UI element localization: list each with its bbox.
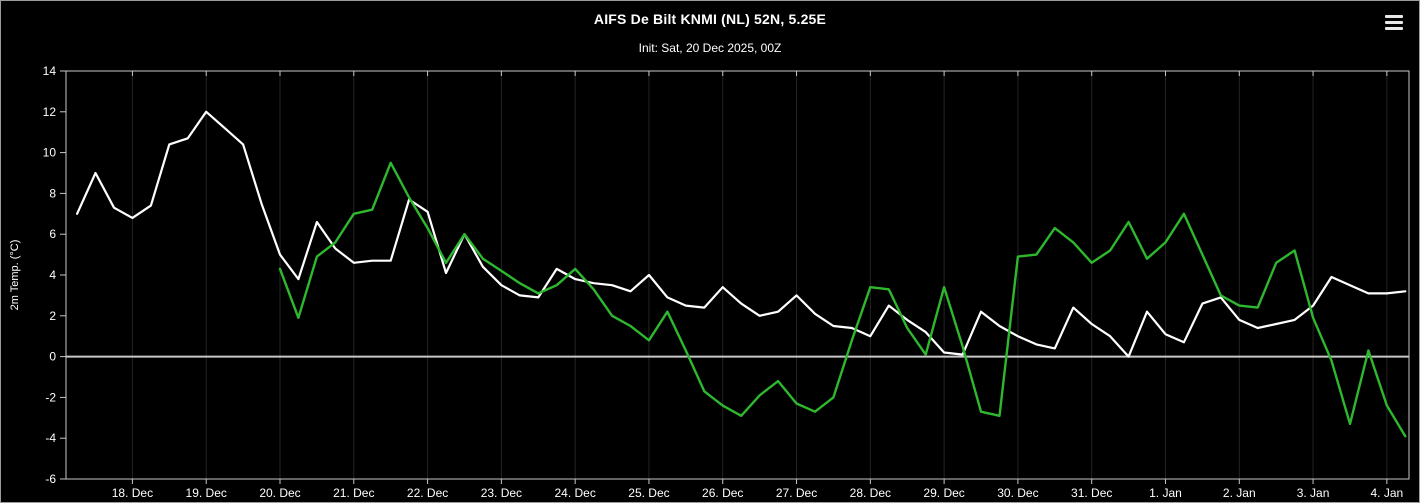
- x-tick-label: 26. Dec: [702, 486, 743, 500]
- chart-subtitle: Init: Sat, 20 Dec 2025, 00Z: [638, 41, 782, 55]
- y-tick-label: 12: [43, 105, 57, 119]
- x-tick-label: 18. Dec: [112, 486, 153, 500]
- x-tick-label: 3. Jan: [1297, 486, 1330, 500]
- y-tick-label: 14: [43, 64, 57, 78]
- x-tick-label: 2. Jan: [1223, 486, 1256, 500]
- x-tick-label: 27. Dec: [776, 486, 817, 500]
- x-tick-label: 28. Dec: [850, 486, 891, 500]
- x-tick-label: 30. Dec: [997, 486, 1038, 500]
- x-tick-label: 19. Dec: [186, 486, 227, 500]
- y-tick-label: -4: [45, 431, 56, 445]
- series-green-line: [278, 161, 1407, 438]
- y-tick-label: -6: [45, 472, 56, 486]
- x-tick-label: 23. Dec: [481, 486, 522, 500]
- y-tick-label: 4: [49, 268, 56, 282]
- y-tick-label: 10: [43, 146, 57, 160]
- x-tick-label: 31. Dec: [1071, 486, 1112, 500]
- chart-title: AIFS De Bilt KNMI (NL) 52N, 5.25E: [593, 11, 827, 27]
- x-tick-label: 4. Jan: [1371, 486, 1404, 500]
- x-tick-label: 25. Dec: [628, 486, 669, 500]
- y-tick-label: 8: [49, 186, 56, 200]
- hamburger-icon: [1385, 14, 1403, 30]
- y-tick-label: 2: [49, 309, 56, 323]
- y-tick-label: 6: [49, 227, 56, 241]
- y-tick-label: 0: [49, 350, 56, 364]
- x-tick-label: 24. Dec: [554, 486, 595, 500]
- x-tick-label: 1. Jan: [1149, 486, 1182, 500]
- plot-border: [65, 70, 1410, 480]
- x-tick-label: 29. Dec: [923, 486, 964, 500]
- context-menu-button[interactable]: [1381, 11, 1407, 33]
- x-tick-label: 20. Dec: [259, 486, 300, 500]
- series-white-line: [75, 110, 1407, 358]
- x-tick-label: 21. Dec: [333, 486, 374, 500]
- y-tick-label: -2: [45, 390, 56, 404]
- x-tick-label: 22. Dec: [407, 486, 448, 500]
